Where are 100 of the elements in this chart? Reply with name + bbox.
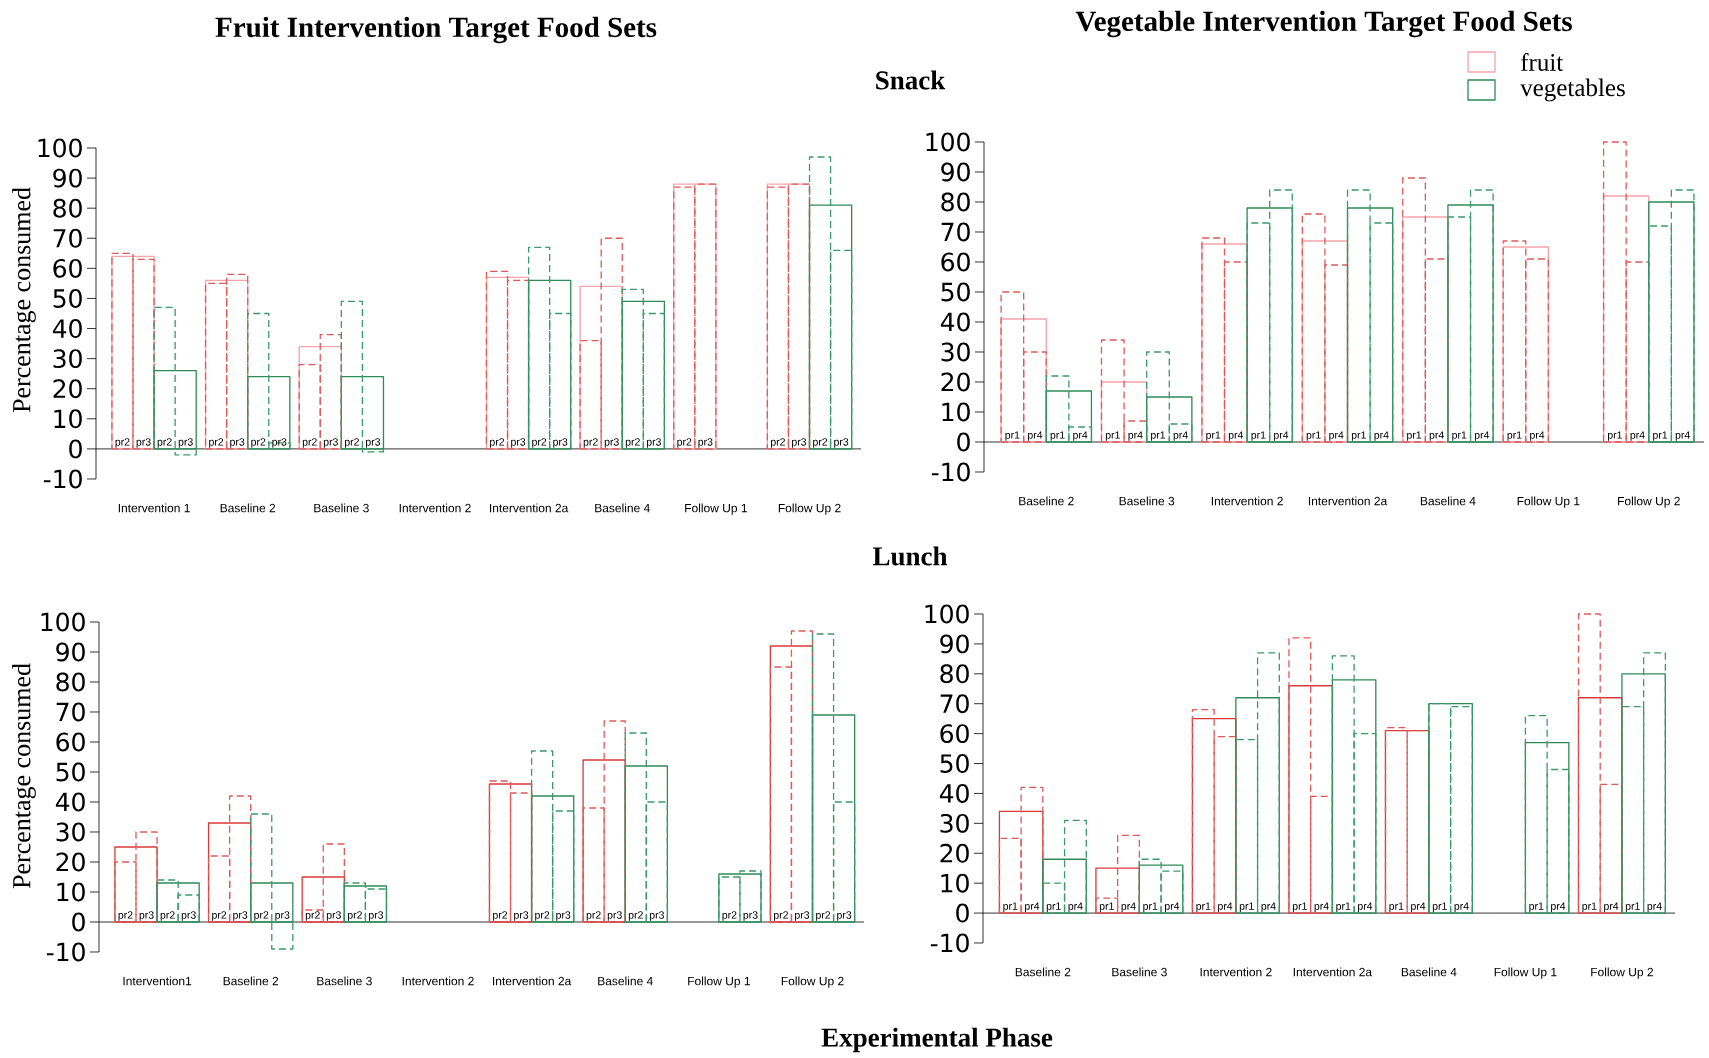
x-tick-label: Intervention 2a [493,976,572,986]
text: pr3 [514,911,529,921]
y-tick-label: 20 [941,372,970,392]
y-tick-label: 60 [941,252,970,272]
series-label: pr1 [1005,431,1020,441]
chart-subtitle: Lunch [872,546,948,566]
text: pr3 [233,911,248,921]
x-tick-label: Intervention 2 [399,503,471,513]
y-tick-label: 100 [926,132,970,152]
y-tick-label: 80 [940,664,969,684]
text: pr2 [628,911,643,921]
text: pr2 [254,911,269,921]
series-label: pr4 [1073,431,1088,441]
text: pr4 [1474,431,1490,441]
text: pr3 [604,438,619,448]
y-tick-label: 50 [941,282,970,302]
text: pr3 [607,911,622,921]
text: pr4 [1173,431,1188,441]
x-tick-label: Intervention 2a [1308,496,1388,506]
x-tick-label: Follow Up 1 [685,503,747,515]
text: pr4 [1314,902,1329,912]
x-tick-label: Baseline 3 [314,503,369,513]
y-tick-label: 0 [957,432,970,452]
text: pr1 [1351,431,1366,441]
x-tick-label: Intervention 2a [1293,967,1373,977]
text: pr4 [1165,902,1180,912]
text: pr1 [1607,431,1622,441]
legend-label: fruit [1520,53,1564,71]
x-tick-label: Baseline 2 [223,976,279,986]
text: pr2 [251,438,266,448]
text: pr4 [1218,902,1233,912]
text: pr3 [795,911,810,921]
text: pr2 [625,438,640,448]
y-tick-label: 10 [941,873,969,893]
x-tick-label: Baseline 4 [595,503,650,513]
x-tick-label: Baseline 4 [1401,967,1457,977]
text: pr3 [556,911,571,921]
text: pr2 [209,438,224,448]
text: pr4 [1374,431,1389,441]
y-tick-label: 0 [72,912,85,932]
series-label: pr2 [115,438,130,448]
x-tick-label: Intervention 2 [402,976,474,986]
legend-label: vegetables [1520,78,1625,102]
text: pr2 [773,911,788,921]
text: pr1 [1099,902,1114,912]
series-label: pr2 [160,911,175,921]
series-label: pr4 [1025,902,1040,912]
y-tick-label: 100 [41,612,85,632]
y-tick-label: 40 [940,312,970,332]
x-tick-label: Intervention1 [123,976,192,986]
text: pr2 [305,911,320,921]
text: pr2 [344,438,359,448]
x-tick-label: Baseline 3 [1112,967,1167,977]
text: pr2 [813,438,828,448]
chart-title: Fruit Intervention Target Food Sets [215,16,657,44]
x-tick-label: Intervention 2a [490,503,569,513]
text: pr2 [490,438,505,448]
y-tick-label: 30 [56,822,85,842]
text: pr2 [493,911,508,921]
y-tick-label: 40 [52,319,82,338]
text: pr1 [1582,902,1597,912]
text: pr4 [1358,902,1373,912]
text: pr3 [743,911,758,921]
text: pr4 [1551,902,1566,912]
y-tick-label: 90 [940,634,969,654]
text: pr4 [1329,431,1344,441]
y-tick-label: 90 [941,162,970,182]
text: pr3 [178,438,193,448]
x-axis-title: Experimental Phase [821,1027,1053,1053]
text: pr3 [323,438,338,448]
text: pr3 [511,438,526,448]
text: pr1 [1529,902,1544,912]
x-tick-label: Follow Up 2 [778,503,841,515]
y-tick-label: 10 [57,882,85,902]
series-label: pr3 [136,438,151,448]
y-tick-label: 80 [941,192,970,212]
text: pr2 [677,438,692,448]
text: pr1 [1105,431,1120,441]
x-tick-label: Baseline 4 [598,976,653,986]
y-tick-label: 0 [956,903,969,923]
x-tick-label: Follow Up 2 [1618,496,1680,508]
y-tick-label: 0 [69,439,82,459]
y-tick-label: 10 [942,402,970,422]
x-tick-label: Intervention 2 [1200,967,1272,977]
y-tick-label: 20 [56,852,85,872]
text: pr1 [1452,431,1467,441]
text: pr1 [1306,431,1321,441]
text: pr4 [1530,431,1545,441]
y-tick-label: 60 [53,258,82,278]
text: pr3 [230,438,245,448]
y-tick-label: 80 [53,198,82,218]
text: pr4 [1604,902,1619,912]
text: pr1 [1143,902,1158,912]
text: pr3 [553,438,568,448]
x-tick-label: Baseline 4 [1420,496,1476,506]
y-tick-label: -10 [46,942,85,962]
text: pr2 [722,911,737,921]
text: pr3 [646,438,661,448]
text: pr3 [649,911,664,921]
text: pr1 [1206,431,1221,441]
